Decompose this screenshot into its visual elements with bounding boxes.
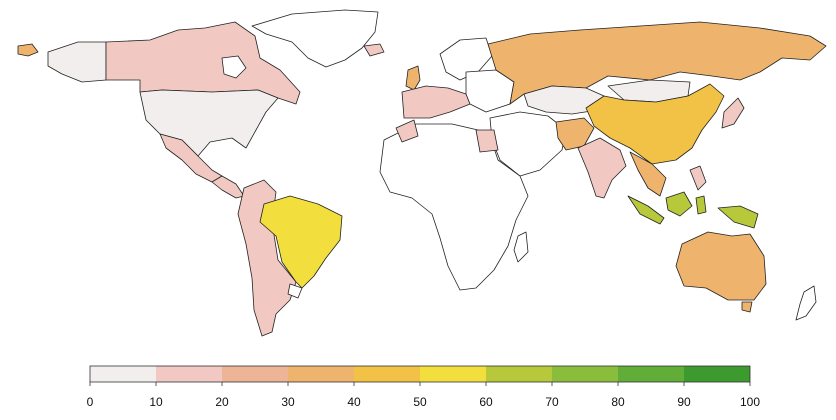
usa [139,89,279,157]
alaska [47,41,107,83]
india [577,137,627,199]
central-america [211,175,245,199]
legend-swatch-50-60 [420,366,486,382]
uk [405,65,421,91]
greenland [251,9,379,68]
legend-tick-label: 60 [479,395,493,409]
legend-swatch-10-20 [156,366,222,382]
new-guinea [717,205,759,229]
country-layer [17,9,827,337]
australia [675,231,767,301]
southeast-asia [629,151,667,197]
legend-swatch-20-30 [222,366,288,382]
legend-swatch-40-50 [354,366,420,382]
brazil [259,195,343,289]
canada [105,21,301,105]
legend-tick-label: 80 [611,395,625,409]
legend-tick-label: 70 [545,395,559,409]
philippines [689,165,707,191]
borneo [665,191,693,217]
legend-tick-label: 30 [281,395,295,409]
legend-swatch-60-70 [486,366,552,382]
iceland [363,43,385,57]
legend-tick-label: 50 [413,395,427,409]
russia [487,21,827,105]
china [585,83,725,165]
scandinavia [439,37,493,81]
legend-swatch-70-80 [552,366,618,382]
east-siberia-tip [17,43,39,57]
legend-tick-label: 0 [87,395,94,409]
legend-tick-label: 20 [215,395,229,409]
uruguay [287,283,303,299]
tasmania [741,301,753,313]
new-zealand [795,285,817,321]
madagascar [513,231,529,263]
hudson-bay [221,55,247,79]
legend-swatch-80-90 [618,366,684,382]
legend: 0 10 20 30 40 50 60 70 80 90 100 [87,365,760,409]
legend-swatch-0-10 [90,366,156,382]
morocco [395,119,419,143]
egypt [475,129,499,153]
legend-tick-label: 10 [149,395,163,409]
legend-swatch-90-100 [684,366,750,382]
indonesia [627,195,665,225]
europe-west [401,85,471,119]
sulawesi [695,195,707,215]
legend-tick-label: 40 [347,395,361,409]
japan [721,97,745,129]
legend-swatch-30-40 [288,366,354,382]
legend-tick-label: 90 [677,395,691,409]
legend-tick-label: 100 [740,395,760,409]
